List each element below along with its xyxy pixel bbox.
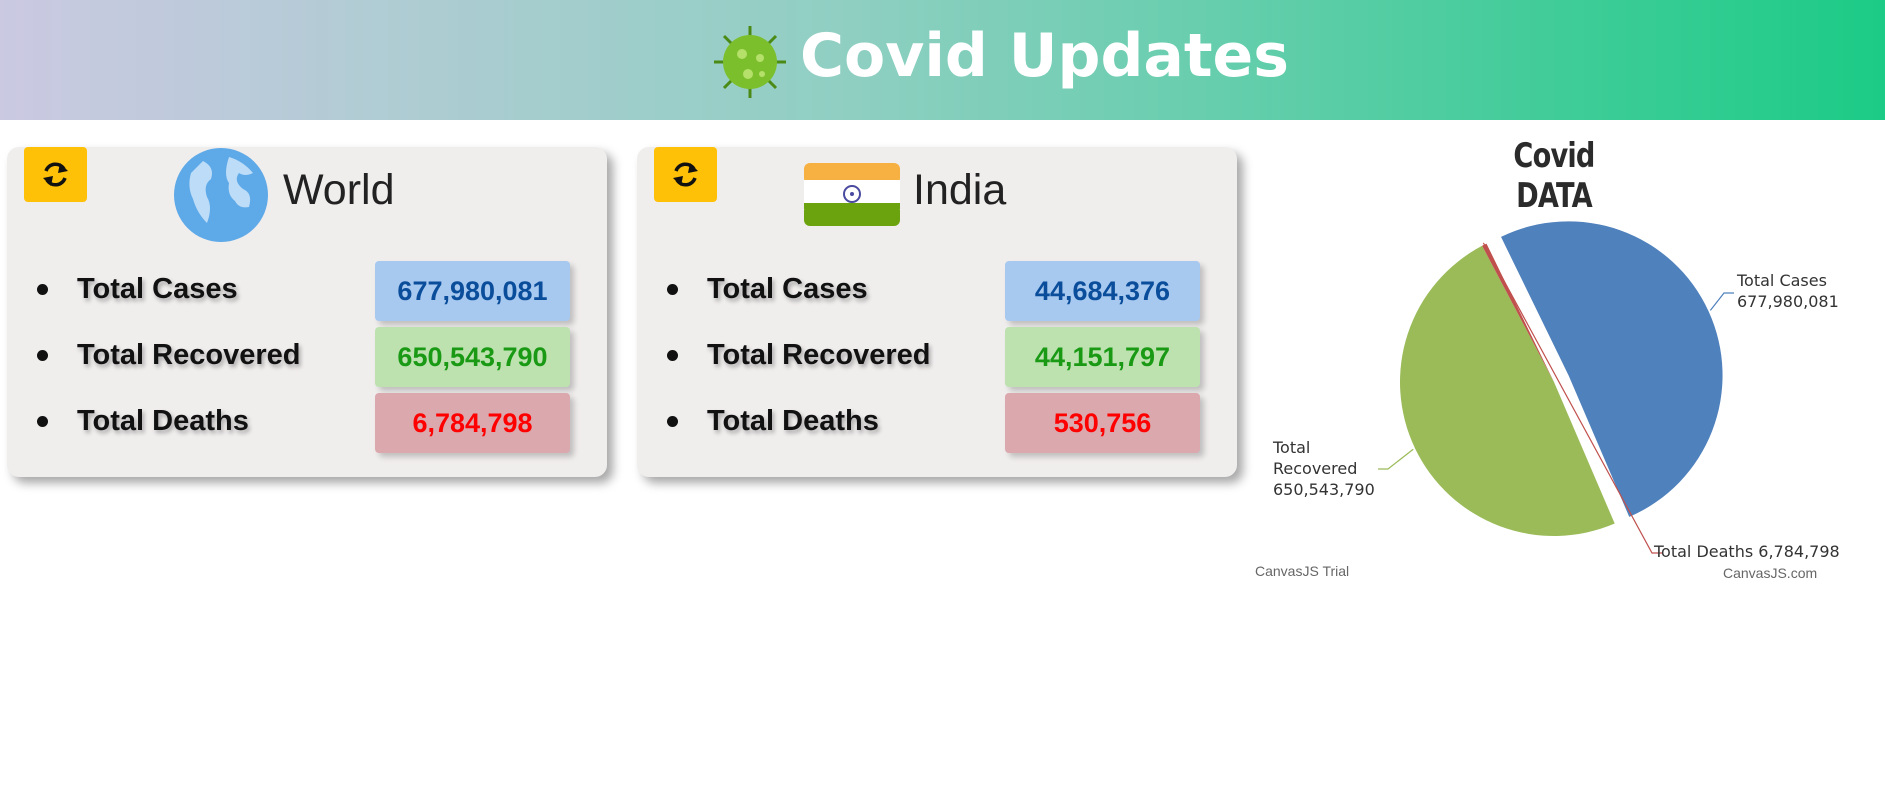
pie-label: Total Recovered 650,543,790	[1273, 437, 1375, 500]
refresh-button[interactable]	[24, 147, 87, 202]
header-title: Covid Updates	[800, 21, 1289, 91]
virus-icon	[714, 26, 786, 98]
label-connector	[1482, 242, 1662, 554]
stat-value: 677,980,081	[375, 261, 570, 321]
bullet	[667, 350, 678, 361]
bullet	[37, 284, 48, 295]
stat-value: 6,784,798	[375, 393, 570, 453]
card-title: India	[913, 166, 1007, 214]
pie-label: Total Cases 677,980,081	[1737, 270, 1877, 312]
stat-label: Total Cases	[77, 273, 238, 305]
pie-slice	[1501, 221, 1723, 517]
slice-value: 677,980,081	[1737, 292, 1839, 311]
stat-card: World Total Cases 677,980,081 Total Recover…	[7, 147, 607, 477]
slice-name: Total Cases	[1737, 271, 1827, 290]
slice-name: Total Deaths	[1654, 542, 1754, 561]
pie-label: Total Deaths 6,784,798	[1654, 541, 1885, 562]
globe-icon	[174, 148, 268, 242]
label-connector	[1378, 448, 1414, 470]
bullet	[667, 416, 678, 427]
slice-value: 6,784,798	[1758, 542, 1840, 561]
bullet	[37, 416, 48, 427]
bullet	[667, 284, 678, 295]
card-title: World	[283, 166, 395, 214]
stat-card: India Total Cases 44,684,376 Total Recovere…	[637, 147, 1237, 477]
refresh-icon	[673, 162, 698, 187]
stat-value: 44,684,376	[1005, 261, 1200, 321]
pie-slice	[1399, 245, 1615, 537]
pie-slice	[1482, 243, 1554, 382]
stat-label: Total Recovered	[707, 339, 931, 371]
watermark: CanvasJS.com	[1723, 565, 1818, 581]
bullet	[37, 350, 48, 361]
label-connector	[1709, 292, 1734, 311]
stat-value: 650,543,790	[375, 327, 570, 387]
refresh-icon	[43, 162, 68, 187]
watermark: CanvasJS Trial	[1255, 563, 1350, 579]
stat-value: 44,151,797	[1005, 327, 1200, 387]
stat-label: Total Recovered	[77, 339, 301, 371]
slice-value: 650,543,790	[1273, 480, 1375, 499]
stat-value: 530,756	[1005, 393, 1200, 453]
chart-title: Covid DATA	[1513, 136, 1595, 216]
stat-label: Total Deaths	[707, 405, 879, 437]
slice-name: Total Recovered	[1273, 438, 1358, 478]
stat-label: Total Deaths	[77, 405, 249, 437]
refresh-button[interactable]	[654, 147, 717, 202]
flag-icon	[804, 163, 900, 226]
header: Covid Updates	[0, 0, 1885, 120]
stat-label: Total Cases	[707, 273, 868, 305]
